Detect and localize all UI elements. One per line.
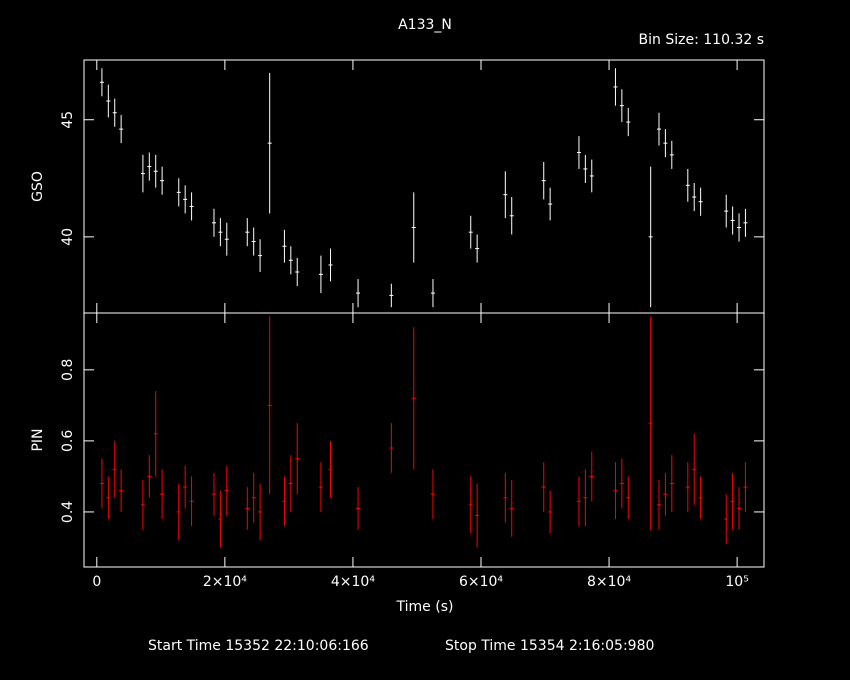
y-tick-label: 45 (60, 111, 76, 129)
y-tick-label: 0.6 (60, 430, 76, 452)
start-time: Start Time 15352 22:10:06:166 (148, 638, 369, 654)
x-tick-label: 2×10⁴ (203, 574, 247, 590)
x-axis-label: Time (s) (396, 599, 454, 615)
y-tick-label: 40 (60, 228, 76, 246)
x-tick-label: 0 (92, 574, 101, 590)
bin-size: Bin Size: 110.32 s (639, 32, 764, 48)
y-tick-label: 0.4 (60, 501, 76, 523)
x-tick-label: 6×10⁴ (459, 574, 503, 590)
y-axis-label: GSO (30, 171, 46, 202)
y-tick-label: 0.8 (60, 359, 76, 381)
chart-title: A133_N (398, 17, 452, 33)
x-tick-label: 10⁵ (725, 574, 748, 590)
stop-time: Stop Time 15354 2:16:05:980 (445, 638, 654, 654)
x-tick-label: 8×10⁴ (587, 574, 631, 590)
y-axis-label: PIN (30, 428, 46, 451)
x-tick-label: 4×10⁴ (331, 574, 375, 590)
